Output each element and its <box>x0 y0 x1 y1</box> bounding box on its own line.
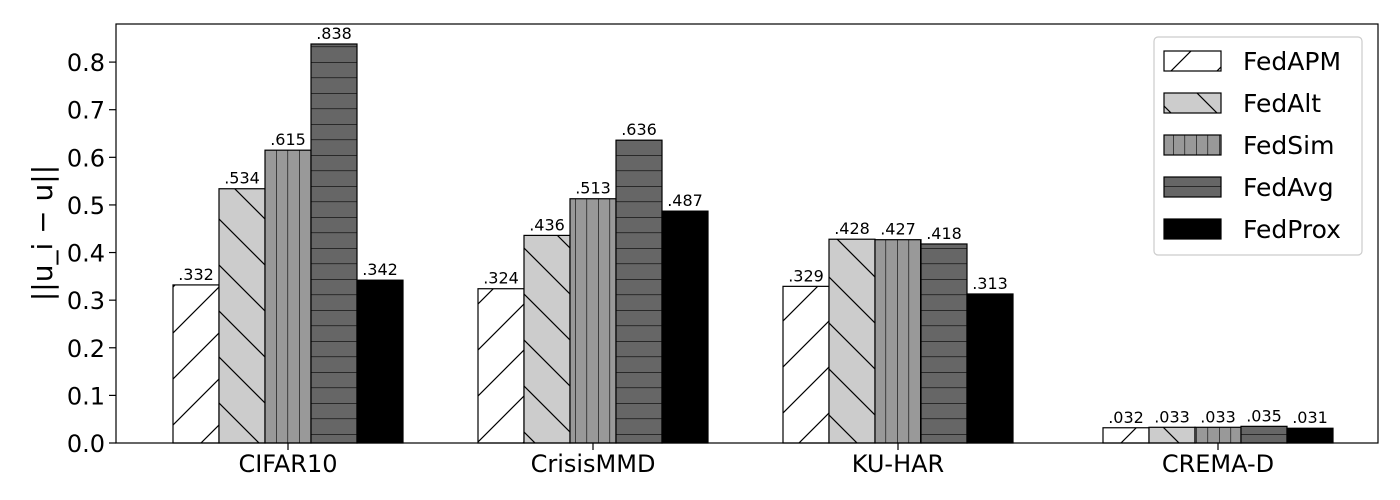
y-tick-label: 0.7 <box>67 97 105 125</box>
bar-fedalt-crisismmd <box>523 234 571 444</box>
bar-fedsim-cifar10 <box>264 149 312 444</box>
y-tick-label: 0.4 <box>67 240 105 268</box>
bar-value-label: .418 <box>926 224 962 243</box>
y-axis: 0.0 0.1 0.2 0.3 0.4 0.5 0.6 0.7 0.8 <box>67 49 116 458</box>
bar-value-label: .513 <box>575 179 611 198</box>
legend-label-fedavg: FedAvg <box>1243 173 1334 202</box>
bar-fedapm-crisismmd <box>477 288 525 444</box>
x-axis: CIFAR10 CrisisMMD KU-HAR CREMA-D <box>238 443 1274 478</box>
bar-fedavg-ku-har <box>920 243 968 444</box>
bar-fedprox-crisismmd <box>661 210 709 444</box>
bar-fedavg-crisismmd <box>615 139 663 444</box>
y-tick-label: 0.3 <box>67 287 105 315</box>
bar-value-label: .033 <box>1200 407 1236 426</box>
y-tick-label: 0.1 <box>67 382 105 410</box>
legend-swatch-fedalt <box>1163 92 1222 114</box>
bar-fedsim-ku-har <box>874 239 922 444</box>
bar-value-label: .324 <box>483 269 519 288</box>
bar-fedalt-crema-d <box>1148 426 1196 444</box>
bar-fedsim-crema-d <box>1194 426 1242 444</box>
bar-fedprox-ku-har <box>966 293 1014 444</box>
legend-swatch-fedapm <box>1163 50 1222 72</box>
x-tick-label: CIFAR10 <box>238 450 337 478</box>
bar-value-label: .427 <box>880 220 916 239</box>
bar-fedprox-crema-d <box>1286 427 1334 444</box>
bar-value-label: .342 <box>362 260 398 279</box>
y-tick-label: 0.8 <box>67 49 105 77</box>
y-tick-label: 0.6 <box>67 144 105 172</box>
legend-label-fedapm: FedAPM <box>1243 47 1341 76</box>
legend-label-fedsim: FedSim <box>1243 131 1334 160</box>
bar-value-label: .329 <box>788 266 824 285</box>
bar-value-label: .031 <box>1292 408 1328 427</box>
x-tick-label: KU-HAR <box>852 450 944 478</box>
bar-value-label: .428 <box>834 219 870 238</box>
bar-fedprox-cifar10 <box>356 279 404 444</box>
legend-label-fedprox: FedProx <box>1243 215 1341 244</box>
bar-fedavg-crema-d <box>1240 425 1288 444</box>
y-tick-label: 0.5 <box>67 192 105 220</box>
bar-value-label: .615 <box>270 130 306 149</box>
bar-value-label: .033 <box>1154 407 1190 426</box>
bar-fedapm-crema-d <box>1102 427 1150 444</box>
y-tick-label: 0.2 <box>67 335 105 363</box>
x-tick-label: CREMA-D <box>1162 450 1274 478</box>
bars-layer <box>172 43 1334 444</box>
x-tick-label: CrisisMMD <box>531 450 656 478</box>
legend-swatch-fedavg <box>1163 176 1222 198</box>
plot-frame <box>115 23 1379 444</box>
legend-items: FedAPM FedAlt FedSim FedAvg FedProx <box>1163 47 1341 244</box>
bar-fedavg-cifar10 <box>310 43 358 444</box>
bar-value-label: .636 <box>621 120 657 139</box>
bar-fedapm-cifar10 <box>172 284 220 444</box>
bar-value-label: .487 <box>667 191 703 210</box>
legend-frame <box>1153 36 1363 256</box>
y-tick-label: 0.0 <box>67 430 105 458</box>
legend-swatch-fedsim <box>1163 134 1222 156</box>
legend-swatch-fedprox <box>1163 218 1222 240</box>
legend-label-fedalt: FedAlt <box>1243 89 1321 118</box>
bar-fedapm-ku-har <box>782 285 830 444</box>
bar-value-label: .313 <box>972 274 1008 293</box>
bar-value-label: .838 <box>316 24 352 43</box>
legend: FedAPM FedAlt FedSim FedAvg FedProx <box>1153 36 1363 256</box>
bar-fedsim-crisismmd <box>569 198 617 444</box>
bar-value-label: .035 <box>1246 406 1282 425</box>
bar-labels-layer: .332 .534 .615 .838 .342 .324 .436 .513 .636 .487… <box>178 24 1328 427</box>
bar-value-label: .534 <box>224 169 260 188</box>
bar-fedalt-ku-har <box>828 238 876 444</box>
bar-value-label: .332 <box>178 265 214 284</box>
bar-value-label: .032 <box>1108 408 1144 427</box>
bar-fedalt-cifar10 <box>218 188 266 444</box>
bar-value-label: .436 <box>529 215 565 234</box>
y-axis-title: ||u_i − u|| <box>26 165 59 301</box>
